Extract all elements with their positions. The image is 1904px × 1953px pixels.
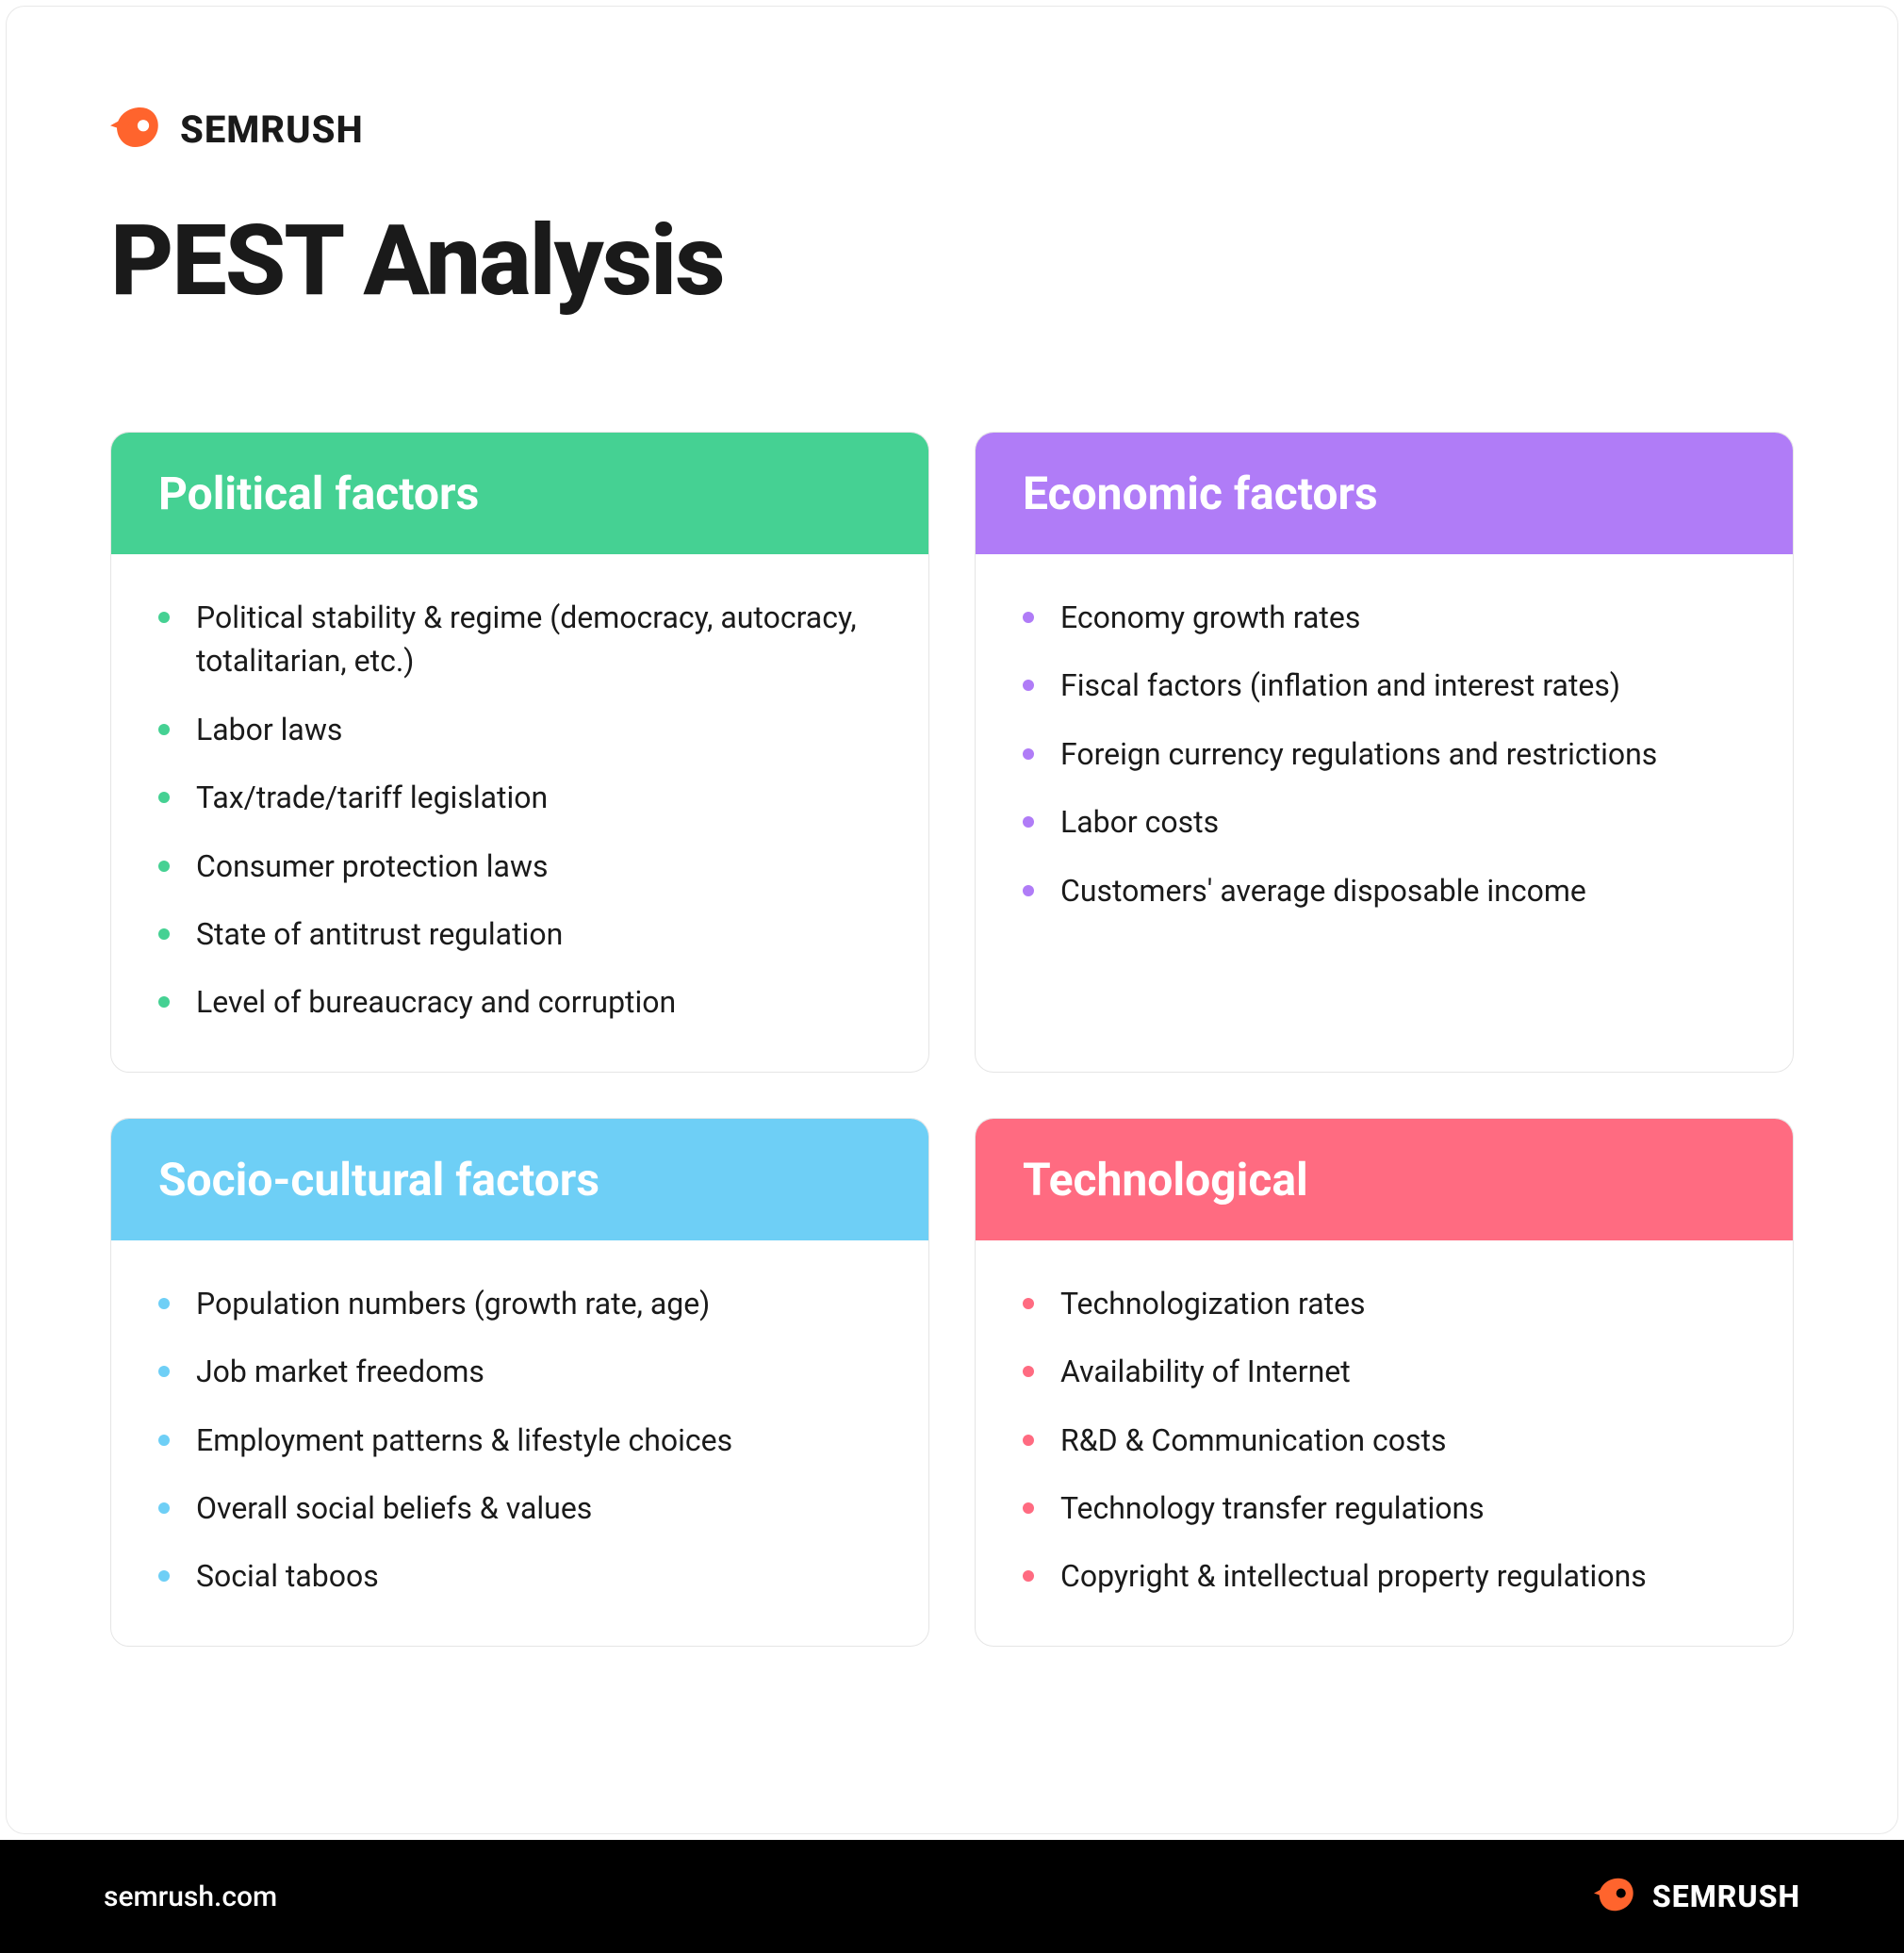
flame-icon — [1594, 1873, 1637, 1920]
list-item: Population numbers (growth rate, age) — [158, 1282, 881, 1325]
list-item: Level of bureaucracy and corruption — [158, 980, 881, 1024]
list-item: Labor laws — [158, 708, 881, 751]
card-body: Economy growth rates Fiscal factors (infl… — [976, 554, 1793, 960]
list-item: Fiscal factors (inflation and interest r… — [1023, 664, 1746, 707]
pest-card: Political factors Political stability & r… — [110, 432, 929, 1073]
list-item: Tax/trade/tariff legislation — [158, 776, 881, 819]
list-item: Labor costs — [1023, 800, 1746, 844]
list-item: Availability of Internet — [1023, 1350, 1746, 1393]
list-item: Foreign currency regulations and restric… — [1023, 732, 1746, 776]
pest-card: Socio-cultural factors Population numbers… — [110, 1118, 929, 1647]
list-item: Copyright & intellectual property regula… — [1023, 1554, 1746, 1598]
card-header: Technological — [976, 1119, 1793, 1240]
list-item: Employment patterns & lifestyle choices — [158, 1419, 881, 1462]
brand-logo-top: SEMRUSH — [110, 101, 1794, 157]
flame-icon — [110, 101, 163, 157]
brand-name: SEMRUSH — [1652, 1879, 1800, 1914]
footer-url: semrush.com — [104, 1880, 277, 1913]
card-list: Technologization rates Availability of In… — [1023, 1282, 1746, 1599]
list-item: Customers' average disposable income — [1023, 869, 1746, 912]
card-body: Technologization rates Availability of In… — [976, 1240, 1793, 1646]
list-item: Social taboos — [158, 1554, 881, 1598]
list-item: Technology transfer regulations — [1023, 1486, 1746, 1530]
footer: semrush.com SEMRUSH — [0, 1840, 1904, 1953]
main-content: SEMRUSH PEST Analysis Political factorsP… — [6, 6, 1898, 1834]
pest-card: Economic factors Economy growth rates Fisc… — [975, 432, 1794, 1073]
card-list: Political stability & regime (democracy,… — [158, 596, 881, 1025]
page-title: PEST Analysis — [110, 205, 1794, 319]
list-item: Job market freedoms — [158, 1350, 881, 1393]
list-item: Economy growth rates — [1023, 596, 1746, 639]
card-list: Population numbers (growth rate, age) Job… — [158, 1282, 881, 1599]
card-header: Political factors — [111, 433, 928, 554]
card-body: Political stability & regime (democracy,… — [111, 554, 928, 1072]
card-body: Population numbers (growth rate, age) Job… — [111, 1240, 928, 1646]
card-list: Economy growth rates Fiscal factors (infl… — [1023, 596, 1746, 912]
list-item: R&D & Communication costs — [1023, 1419, 1746, 1462]
list-item: State of antitrust regulation — [158, 912, 881, 956]
brand-name: SEMRUSH — [180, 107, 364, 152]
pest-card: Technological Technologization rates Avail… — [975, 1118, 1794, 1647]
brand-logo-footer: SEMRUSH — [1594, 1873, 1800, 1920]
card-header: Socio-cultural factors — [111, 1119, 928, 1240]
list-item: Political stability & regime (democracy,… — [158, 596, 881, 683]
list-item: Consumer protection laws — [158, 845, 881, 888]
list-item: Technologization rates — [1023, 1282, 1746, 1325]
list-item: Overall social beliefs & values — [158, 1486, 881, 1530]
cards-grid: Political factors Political stability & r… — [110, 432, 1794, 1647]
card-header: Economic factors — [976, 433, 1793, 554]
